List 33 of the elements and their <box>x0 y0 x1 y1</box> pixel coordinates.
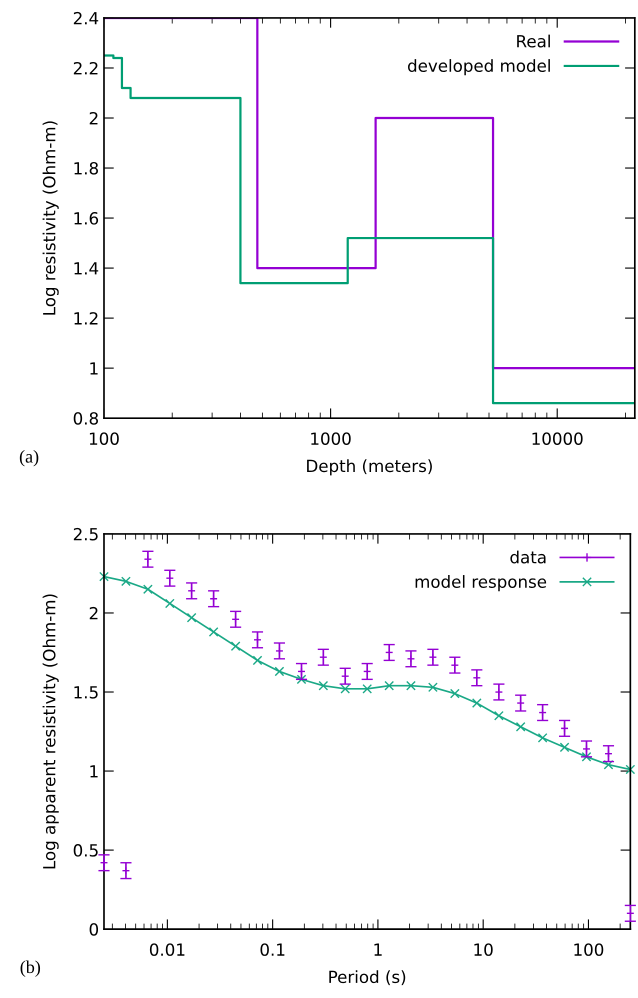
x-tick-label: 1000 <box>311 432 351 445</box>
x-tick-label: 100 <box>90 432 119 445</box>
y-tick-label: 2.2 <box>74 62 98 74</box>
y-tick-label: 2.4 <box>74 12 98 24</box>
x-axis-title: Period (s) <box>329 970 406 986</box>
y-tick-label: 0.8 <box>74 412 98 425</box>
y-axis-title: Log resistivity (Ohm-m) <box>42 121 59 315</box>
y-tick-label: 1.2 <box>74 312 98 324</box>
x-tick-label: 100 <box>574 943 604 956</box>
y-tick-label: 0.5 <box>74 844 98 857</box>
text: (b) <box>20 960 40 977</box>
y-tick-label: 1 <box>90 362 98 374</box>
legend-label: model response <box>416 575 546 592</box>
x-axis-title: Depth (meters) <box>307 459 432 476</box>
y-tick-label: 1.6 <box>74 212 98 225</box>
legend-label: Real <box>517 34 550 48</box>
legend-label: developed model <box>408 59 550 76</box>
x-tick-label: 10000 <box>532 432 583 445</box>
x-tick-label: 10 <box>474 943 493 956</box>
y-tick-label: 1 <box>90 765 98 778</box>
y-tick-label: 2 <box>90 112 98 124</box>
x-tick-label: 1 <box>374 944 382 956</box>
text: (a) <box>20 450 38 466</box>
y-tick-label: 0 <box>90 923 98 936</box>
x-tick-label: 0.1 <box>260 943 284 956</box>
y-tick-label: 2.5 <box>74 528 98 540</box>
x-tick-label: 0.01 <box>150 943 184 956</box>
y-tick-label: 2 <box>90 606 98 620</box>
legend-label: data <box>510 550 546 564</box>
y-tick-label: 1.5 <box>74 686 98 699</box>
y-tick-label: 1.4 <box>74 262 98 274</box>
y-axis-title: Log apparent resistivity (Ohm-m) <box>42 594 59 868</box>
y-tick-label: 1.8 <box>74 162 98 175</box>
